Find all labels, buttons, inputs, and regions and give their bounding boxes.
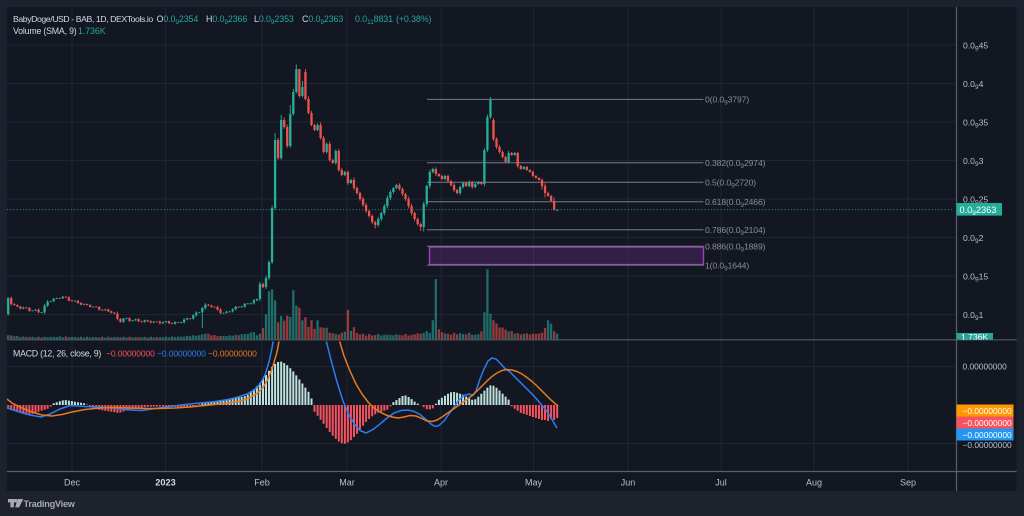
svg-text:2023: 2023	[155, 478, 175, 488]
svg-text:−0.00000000: −0.00000000	[963, 418, 1012, 428]
svg-text:0(0.093797): 0(0.093797)	[705, 95, 749, 107]
svg-text:1.736K: 1.736K	[961, 332, 989, 342]
svg-text:−0.00000000: −0.00000000	[208, 349, 257, 359]
svg-text:−0.00000000: −0.00000000	[963, 430, 1012, 440]
svg-text:0.786(0.092104): 0.786(0.092104)	[705, 225, 766, 237]
svg-text:Sep: Sep	[900, 478, 916, 488]
svg-text:−0.00000000: −0.00000000	[963, 406, 1012, 416]
svg-text:0.092363: 0.092363	[960, 205, 997, 217]
svg-text:−0.00000000: −0.00000000	[106, 349, 155, 359]
svg-text:0.5(0.092720): 0.5(0.092720)	[705, 177, 756, 189]
svg-text:0.094: 0.094	[963, 79, 984, 91]
svg-text:O0.092354: O0.092354	[157, 14, 199, 26]
svg-text:0.092: 0.092	[963, 233, 984, 245]
svg-text:Aug: Aug	[806, 478, 822, 488]
svg-text:C0.092363: C0.092363	[302, 14, 343, 26]
svg-text:1(0.091644): 1(0.091644)	[705, 260, 749, 272]
svg-text:0.0915: 0.0915	[963, 271, 988, 283]
svg-text:0.091: 0.091	[963, 310, 984, 322]
svg-text:0.0935: 0.0935	[963, 117, 988, 129]
svg-text:Jun: Jun	[621, 478, 636, 488]
svg-text:L0.092353: L0.092353	[254, 14, 294, 26]
svg-text:0.886(0.091889): 0.886(0.091889)	[705, 241, 766, 253]
svg-text:TradingView: TradingView	[24, 499, 76, 509]
svg-text:MACD (12, 26, close, 9): MACD (12, 26, close, 9)	[13, 349, 101, 359]
svg-text:Jul: Jul	[715, 478, 727, 488]
svg-text:0.00000000: 0.00000000	[963, 362, 1008, 372]
svg-text:Volume (SMA, 9): Volume (SMA, 9)	[13, 26, 77, 36]
svg-text:−0.00000000: −0.00000000	[963, 440, 1012, 450]
svg-text:Dec: Dec	[64, 478, 81, 488]
svg-text:1.736K: 1.736K	[78, 26, 106, 36]
svg-text:Mar: Mar	[339, 478, 355, 488]
svg-text:0.382(0.092974): 0.382(0.092974)	[705, 158, 766, 170]
svg-text:H0.092366: H0.092366	[206, 14, 247, 26]
svg-text:BabyDoge/USD - BAB, 1D, DEXToo: BabyDoge/USD - BAB, 1D, DEXTools.io	[13, 14, 153, 24]
svg-text:Apr: Apr	[434, 478, 448, 488]
svg-text:Feb: Feb	[254, 478, 270, 488]
svg-text:0.0945: 0.0945	[963, 40, 988, 52]
svg-text:May: May	[525, 478, 543, 488]
svg-text:0.618(0.092466): 0.618(0.092466)	[705, 197, 766, 209]
svg-text:0.093: 0.093	[963, 156, 984, 168]
svg-text:−0.00000000: −0.00000000	[157, 349, 206, 359]
